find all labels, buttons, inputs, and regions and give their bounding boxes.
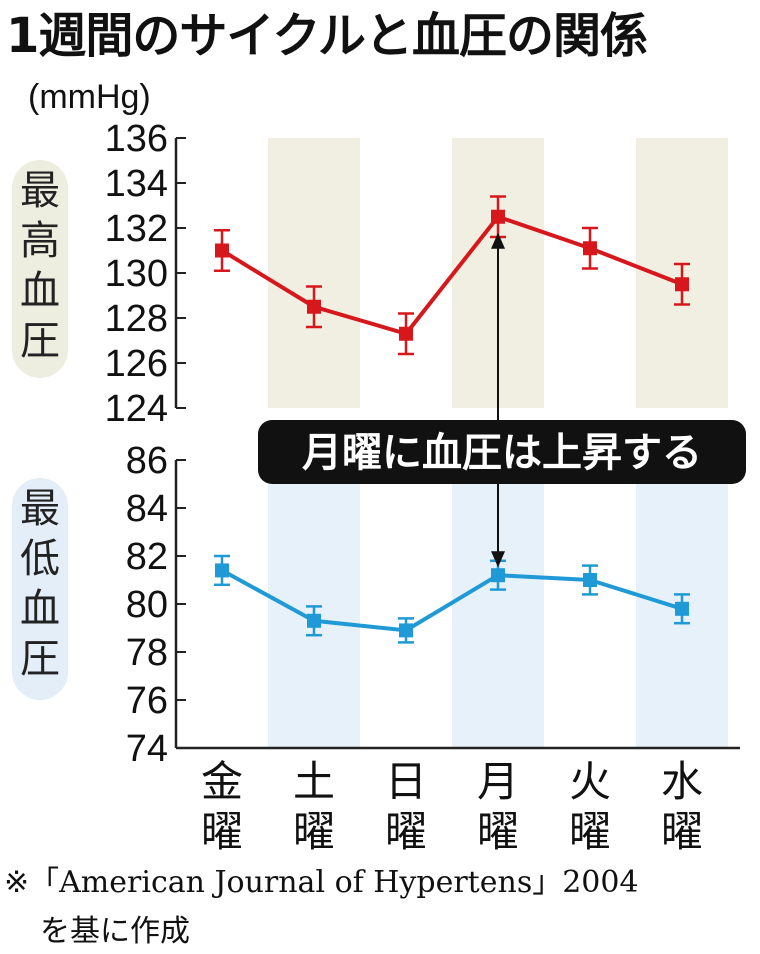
data-point-土曜 bbox=[307, 613, 321, 628]
y-tick-label: 134 bbox=[105, 163, 168, 205]
data-point-水曜 bbox=[675, 601, 689, 616]
panel-label-bg bbox=[12, 478, 68, 700]
x-label-day: 火 bbox=[569, 757, 611, 806]
x-label-suffix: 曜 bbox=[477, 807, 519, 856]
panel-label-char: 最 bbox=[20, 168, 60, 214]
panel-label-char: 低 bbox=[20, 536, 60, 582]
y-tick-label: 130 bbox=[105, 253, 168, 295]
data-point-月曜 bbox=[491, 568, 505, 583]
x-label-day: 日 bbox=[385, 757, 427, 806]
x-label-day: 月 bbox=[477, 757, 519, 806]
panel-label-char: 血 bbox=[20, 586, 60, 632]
source-note: ※「American Journal of Hypertens」2004 bbox=[4, 865, 639, 900]
series-line bbox=[221, 568, 683, 633]
panel-label-char: 圧 bbox=[20, 636, 60, 682]
x-label-suffix: 曜 bbox=[201, 807, 243, 856]
data-point-水曜 bbox=[675, 277, 689, 292]
annotation-text: 月曜に血圧は上昇する bbox=[302, 430, 702, 476]
data-point-金曜 bbox=[215, 243, 229, 258]
x-label-suffix: 曜 bbox=[293, 807, 335, 856]
x-label-suffix: 曜 bbox=[661, 807, 703, 856]
source-note-2: を基に作成 bbox=[40, 914, 190, 949]
y-tick-label: 78 bbox=[126, 632, 168, 674]
data-point-火曜 bbox=[583, 573, 597, 587]
x-label-suffix: 曜 bbox=[385, 807, 427, 856]
data-point-日曜 bbox=[399, 623, 413, 638]
data-point-月曜 bbox=[491, 209, 505, 224]
panel-label-char: 高 bbox=[20, 218, 60, 264]
y-tick-label: 136 bbox=[105, 118, 168, 160]
y-axis-unit: (mmHg) bbox=[28, 78, 151, 116]
annotation-group: 月曜に血圧は上昇する bbox=[258, 232, 746, 568]
panel-label-char: 最 bbox=[20, 486, 60, 532]
y-tick-label: 132 bbox=[105, 208, 168, 250]
data-point-土曜 bbox=[307, 299, 321, 314]
x-label-suffix: 曜 bbox=[569, 807, 611, 856]
y-tick-label: 82 bbox=[126, 536, 168, 578]
y-tick-label: 128 bbox=[105, 298, 168, 340]
series-line bbox=[220, 214, 683, 336]
data-point-日曜 bbox=[399, 326, 413, 341]
y-tick-label: 126 bbox=[105, 343, 168, 385]
panel-label-bg bbox=[12, 160, 68, 378]
panel-label-char: 血 bbox=[20, 268, 60, 314]
y-tick-label: 80 bbox=[126, 584, 168, 626]
arrow-head-down bbox=[491, 551, 505, 568]
panel-label-char: 圧 bbox=[20, 318, 60, 364]
y-tick-label: 84 bbox=[126, 488, 168, 530]
y-tick-label: 74 bbox=[126, 728, 168, 770]
x-label-day: 土 bbox=[293, 757, 335, 806]
y-tick-label: 124 bbox=[105, 388, 168, 430]
y-tick-label: 86 bbox=[126, 440, 168, 482]
data-point-火曜 bbox=[583, 241, 597, 256]
chart-title: 1週間のサイクルと血圧の関係 bbox=[6, 8, 648, 64]
series bbox=[214, 195, 690, 644]
data-point-金曜 bbox=[215, 563, 229, 578]
annotation-box bbox=[258, 420, 746, 484]
x-label-day: 金 bbox=[201, 757, 243, 806]
x-label-day: 水 bbox=[661, 757, 703, 806]
arrow-head-up bbox=[491, 232, 505, 249]
band-土曜 bbox=[268, 138, 360, 408]
y-tick-label: 76 bbox=[126, 680, 168, 722]
